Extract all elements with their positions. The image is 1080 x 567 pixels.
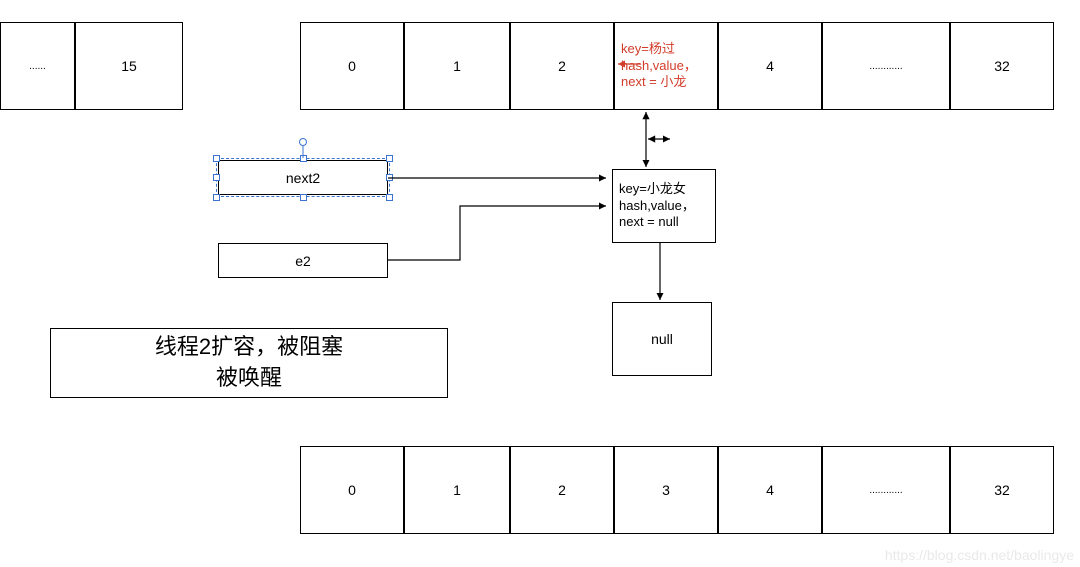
top-left-cell-ellipsis: ...... xyxy=(0,22,75,110)
bottom-cell-1: 1 xyxy=(404,446,510,534)
node-xiaolongnv: key=小龙女 hash,value， next = null xyxy=(612,169,716,243)
bottom-cell-4: 4 xyxy=(718,446,822,534)
node-null: null xyxy=(612,302,712,376)
e2-box[interactable]: e2 xyxy=(218,243,388,278)
bottom-cell-3: 3 xyxy=(614,446,718,534)
top-cell-1: 1 xyxy=(404,22,510,110)
watermark: https://blog.csdn.net/baolingye xyxy=(885,547,1074,563)
top-cell-4: 4 xyxy=(718,22,822,110)
caption-line1: 线程2扩容，被阻塞 xyxy=(155,332,343,363)
top-cell-ellipsis: ............ xyxy=(822,22,950,110)
selection-handle-e[interactable] xyxy=(386,174,393,181)
bottom-cell-32: 32 xyxy=(950,446,1054,534)
top-cell-2: 2 xyxy=(510,22,614,110)
top-cell-32: 32 xyxy=(950,22,1054,110)
selection-handle-nw[interactable] xyxy=(213,155,220,162)
top-cell-3-yangguo: key=杨过 hash,value， next = 小龙 xyxy=(614,22,718,110)
bottom-cell-2: 2 xyxy=(510,446,614,534)
selection-handle-sw[interactable] xyxy=(213,194,220,201)
top-cell-0: 0 xyxy=(300,22,404,110)
selection-handle-w[interactable] xyxy=(213,174,220,181)
selection-handle-s[interactable] xyxy=(300,194,307,201)
caption-box: 线程2扩容，被阻塞 被唤醒 xyxy=(50,328,448,398)
selection-handle-se[interactable] xyxy=(386,194,393,201)
top-left-cell-15: 15 xyxy=(75,22,183,110)
selection-outline xyxy=(216,158,390,197)
selection-handle-ne[interactable] xyxy=(386,155,393,162)
caption-line2: 被唤醒 xyxy=(216,363,282,394)
bottom-cell-ellipsis: ............ xyxy=(822,446,950,534)
bottom-cell-0: 0 xyxy=(300,446,404,534)
selection-handle-n[interactable] xyxy=(300,155,307,162)
selection-rotation-handle[interactable] xyxy=(299,138,307,146)
